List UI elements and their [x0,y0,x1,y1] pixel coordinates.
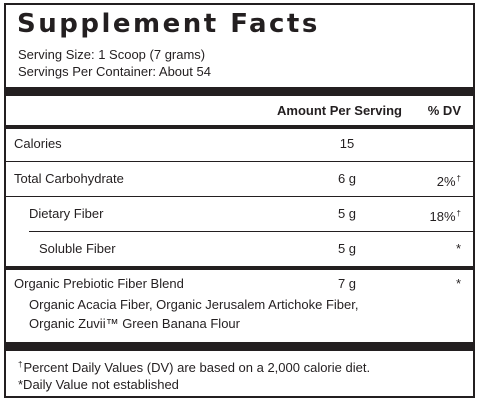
dv-value: 2% [436,174,456,189]
thick-divider-top [6,87,473,96]
nutrient-name: Total Carbohydrate [14,171,124,186]
nutrient-amount: 5 g [337,206,357,221]
panel-title: Supplement Facts [17,9,320,39]
header-divider [6,125,473,129]
amount-per-serving-header: Amount Per Serving [277,103,402,118]
dv-header: % DV [427,103,461,118]
nutrient-name: Dietary Fiber [29,206,104,221]
nutrient-name: Calories [14,136,62,151]
row-divider [29,231,473,232]
footnote-percent-dv: †Percent Daily Values (DV) are based on … [18,357,370,376]
nutrient-amount: 15 [339,136,355,151]
nutrient-amount: 5 g [337,241,357,256]
servings-per-container: Servings Per Container: About 54 [18,64,211,79]
footnote-not-established: *Daily Value not established [18,377,179,392]
nutrient-amount: 7 g [337,276,357,291]
footnote-text: Percent Daily Values (DV) are based on a… [23,360,371,375]
dagger-mark: † [456,209,461,218]
supplement-facts-panel: Supplement Facts Serving Size: 1 Scoop (… [4,3,475,398]
nutrient-name: Soluble Fiber [39,241,116,256]
blend-ingredients-line: Organic Acacia Fiber, Organic Jerusalem … [29,297,359,312]
nutrient-amount: 6 g [337,171,357,186]
nutrient-dv: 18%† [430,206,461,225]
row-divider [6,196,473,197]
nutrient-dv: * [455,276,461,291]
blend-ingredients-line: Organic Zuvii™ Green Banana Flour [29,316,240,331]
dv-value: 18% [429,209,456,224]
nutrient-dv: * [455,241,461,256]
row-divider [6,161,473,162]
dagger-mark: † [456,174,461,183]
nutrient-name: Organic Prebiotic Fiber Blend [14,276,184,291]
nutrient-dv: 2%† [437,171,461,190]
section-divider [6,266,473,270]
serving-size: Serving Size: 1 Scoop (7 grams) [18,47,206,62]
thick-divider-bottom [6,342,473,351]
dagger-mark: † [18,360,23,369]
